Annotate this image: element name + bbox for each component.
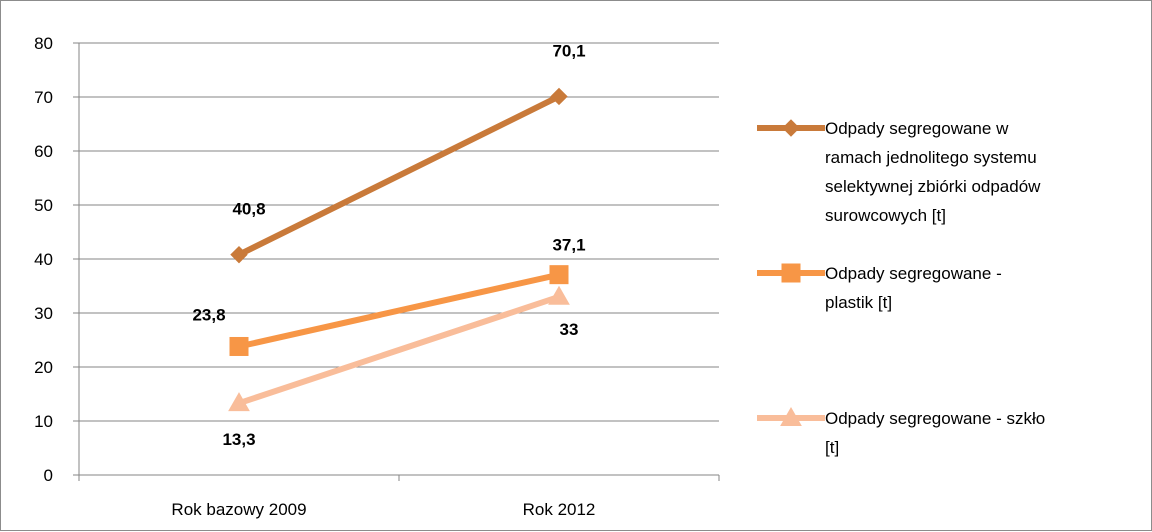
series-3-point-2	[548, 285, 570, 305]
series-3-point-1	[228, 392, 250, 412]
y-tick-label: 40	[34, 250, 53, 269]
legend-marker-triangle	[780, 406, 802, 426]
y-tick-label: 60	[34, 142, 53, 161]
data-label-series-3: 33	[560, 320, 579, 339]
series-2-point-1	[229, 336, 249, 356]
legend-label: ramach jednolitego systemu	[825, 148, 1037, 167]
legend-label: Odpady segregowane -	[825, 264, 1002, 283]
legend-marker-square	[781, 263, 801, 283]
data-label-series-2: 23,8	[192, 305, 225, 324]
gridlines	[79, 42, 719, 422]
series-line-3	[236, 293, 562, 407]
legend: Odpady segregowane w ramach jednolitego s…	[757, 119, 1045, 457]
y-tick-label: 20	[34, 358, 53, 377]
data-label-series-1: 40,8	[232, 200, 265, 219]
x-tick-label: Rok bazowy 2009	[171, 500, 306, 519]
series-lines	[228, 87, 570, 412]
legend-entry-2: Odpady segregowane - plastik [t]	[757, 263, 1002, 312]
data-label-series-1: 70,1	[552, 41, 585, 60]
data-label-series-2: 37,1	[552, 236, 585, 255]
legend-entry-3: Odpady segregowane - szkło [t]	[757, 406, 1045, 457]
legend-label: plastik [t]	[825, 293, 892, 312]
y-tick-label: 0	[44, 466, 53, 485]
y-tick-label: 30	[34, 304, 53, 323]
axes: 0 10 20 30 40 50 60 70 80 Rok bazowy 2009 Rok 2012	[34, 34, 720, 519]
legend-label: surowcowych [t]	[825, 206, 946, 225]
data-labels: 40,8 70,1 23,8 37,1 13,3 33	[192, 41, 585, 449]
y-tick-label: 70	[34, 88, 53, 107]
legend-label: [t]	[825, 438, 839, 457]
series-line-2	[236, 271, 562, 350]
series-2-point-2	[549, 265, 569, 285]
legend-entry-1: Odpady segregowane w ramach jednolitego s…	[757, 119, 1041, 225]
series-1-point-2	[550, 87, 568, 106]
y-tick-label: 50	[34, 196, 53, 215]
series-1-point-1	[230, 245, 248, 264]
data-label-series-3: 13,3	[222, 430, 255, 449]
series-line-1	[236, 93, 562, 258]
y-tick-label: 80	[34, 34, 53, 53]
legend-label: Odpady segregowane w	[825, 119, 1009, 138]
x-tick-label: Rok 2012	[523, 500, 596, 519]
legend-label: Odpady segregowane - szkło	[825, 409, 1045, 428]
legend-label: selektywnej zbiórki odpadów	[825, 177, 1041, 196]
legend-marker-diamond	[782, 119, 800, 137]
y-tick-label: 10	[34, 412, 53, 431]
